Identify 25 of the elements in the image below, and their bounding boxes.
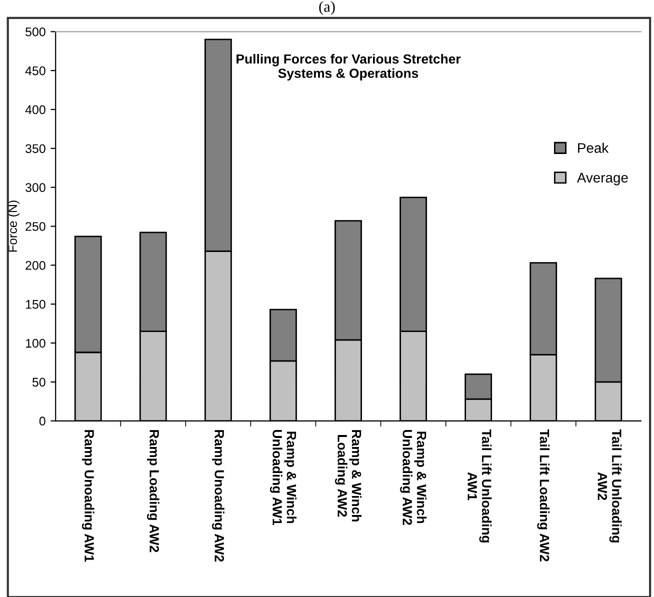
y-tick-label: 50 bbox=[32, 378, 46, 387]
x-tick-label: Ramp & Winch Unloading AW2 bbox=[400, 430, 427, 525]
x-tick-label: Ramp & Winch Loading AW2 bbox=[334, 430, 362, 522]
x-tick-label: Ramp & Winch Unloading AW1 bbox=[270, 430, 297, 526]
y-tick-label: 300 bbox=[25, 183, 46, 192]
y-tick-label: 350 bbox=[25, 144, 46, 154]
y-tick-label: 0 bbox=[39, 416, 46, 426]
legend-label: Peak bbox=[578, 142, 609, 153]
y-tick-label: 500 bbox=[26, 27, 46, 36]
legend-label: Average bbox=[576, 172, 628, 186]
y-tick-label: 400 bbox=[25, 105, 46, 114]
y-tick-label: 250 bbox=[26, 222, 46, 231]
text: (a) bbox=[319, 1, 335, 15]
text: Pulling Forces for Various Stretcher Systems & Operations bbox=[236, 54, 461, 81]
y-axis-title: Force (N) bbox=[8, 200, 20, 252]
x-tick-label: Ramp Loading AW2 bbox=[146, 430, 160, 552]
x-tick-label: Ramp Unoading AW1 bbox=[82, 430, 94, 562]
x-tick-label: Tail Lift Unloading AW2 bbox=[598, 429, 622, 542]
x-tick-label: Tail Lift Loading AW2 bbox=[537, 429, 550, 562]
x-tick-label: Ramp Unoading AW2 bbox=[212, 430, 224, 562]
y-tick-label: 200 bbox=[26, 260, 46, 270]
y-tick-label: 450 bbox=[25, 66, 46, 76]
x-tick-label: Tail Lift Unloading AW1 bbox=[468, 429, 492, 542]
y-tick-label: 100 bbox=[26, 338, 46, 348]
y-tick-label: 150 bbox=[26, 300, 46, 309]
